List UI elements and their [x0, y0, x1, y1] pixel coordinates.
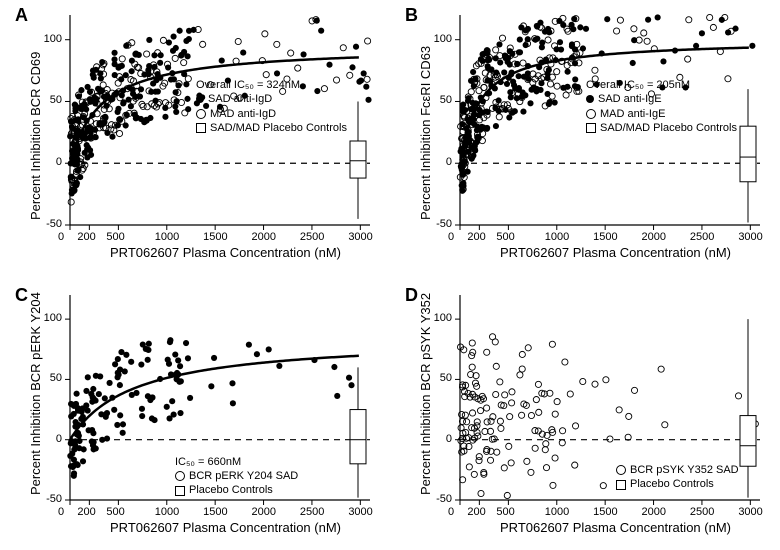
- y-tick-label: 50: [440, 372, 452, 384]
- legend-marker-icon: [616, 480, 626, 490]
- legend-text: BCR pSYK Y352 SAD: [630, 463, 739, 477]
- panel-label-D: D: [405, 285, 418, 306]
- data-point: [519, 351, 525, 357]
- data-point: [493, 391, 499, 397]
- data-point: [535, 381, 541, 387]
- data-point: [501, 465, 507, 471]
- data-point: [469, 364, 475, 370]
- x-tick-label: 2500: [690, 506, 714, 518]
- data-point: [543, 441, 549, 447]
- data-point: [497, 418, 503, 424]
- x-axis-label: PRT062607 Plasma Concentration (nM): [500, 520, 731, 535]
- data-point: [735, 393, 741, 399]
- y-tick-label: 100: [434, 312, 452, 324]
- data-point: [567, 391, 573, 397]
- data-point: [469, 340, 475, 346]
- data-point: [508, 460, 514, 466]
- data-point: [549, 341, 555, 347]
- data-point: [476, 454, 482, 460]
- data-point: [484, 349, 490, 355]
- data-point: [580, 378, 586, 384]
- y-axis-label: Percent Inhibition BCR pSYK Y352: [418, 293, 433, 495]
- data-point: [603, 377, 609, 383]
- x-tick-label: 3000: [738, 506, 762, 518]
- x-tick-label: 500: [496, 506, 514, 518]
- data-point: [607, 436, 613, 442]
- data-point: [507, 414, 513, 420]
- data-point: [543, 465, 549, 471]
- data-point: [631, 387, 637, 393]
- data-point: [469, 410, 475, 416]
- data-point: [517, 372, 523, 378]
- data-point: [533, 396, 539, 402]
- data-point: [477, 408, 483, 414]
- data-point: [478, 490, 484, 496]
- data-point: [552, 455, 558, 461]
- data-point: [519, 366, 525, 372]
- data-point: [484, 419, 490, 425]
- data-point: [502, 392, 508, 398]
- y-tick-label: 0: [446, 433, 452, 445]
- legend-marker-icon: [616, 465, 626, 475]
- data-point: [493, 363, 499, 369]
- placebo-boxplot: [740, 416, 756, 467]
- data-point: [494, 449, 500, 455]
- data-point: [471, 471, 477, 477]
- data-point: [509, 389, 515, 395]
- data-point: [504, 492, 510, 498]
- data-point: [616, 407, 622, 413]
- x-tick-label: 1500: [593, 506, 617, 518]
- x-tick-label: 2000: [642, 506, 666, 518]
- data-point: [626, 413, 632, 419]
- data-point: [550, 482, 556, 488]
- data-point: [458, 425, 464, 431]
- data-point: [600, 483, 606, 489]
- data-point: [572, 423, 578, 429]
- data-point: [488, 448, 494, 454]
- data-point: [466, 464, 472, 470]
- legend-row: BCR pSYK Y352 SAD: [616, 463, 739, 477]
- legend-text: Placebo Controls: [630, 477, 714, 491]
- data-point: [509, 400, 515, 406]
- data-point: [592, 381, 598, 387]
- data-point: [532, 445, 538, 451]
- data-point: [542, 447, 548, 453]
- data-point: [497, 379, 503, 385]
- data-point: [519, 412, 525, 418]
- x-tick-label: 200: [467, 506, 485, 518]
- data-point: [552, 411, 558, 417]
- data-point: [560, 428, 566, 434]
- data-point: [658, 366, 664, 372]
- x-tick-label: 0: [448, 506, 454, 518]
- data-point: [524, 458, 530, 464]
- legend-row: Placebo Controls: [616, 477, 739, 491]
- data-point: [572, 462, 578, 468]
- legend: BCR pSYK Y352 SADPlacebo Controls: [616, 463, 739, 492]
- y-tick-label: -50: [436, 493, 452, 505]
- data-point: [506, 443, 512, 449]
- x-tick-label: 1000: [545, 506, 569, 518]
- data-point: [554, 399, 560, 405]
- data-point: [525, 345, 531, 351]
- figure-container: 020050010001500200025003000-50050100APer…: [0, 0, 780, 550]
- data-point: [498, 425, 504, 431]
- data-point: [528, 469, 534, 475]
- data-point: [489, 334, 495, 340]
- data-point: [536, 409, 542, 415]
- data-point: [487, 457, 493, 463]
- data-point: [559, 440, 565, 446]
- data-point: [484, 405, 490, 411]
- data-point: [562, 359, 568, 365]
- data-point: [662, 422, 668, 428]
- data-point: [528, 412, 534, 418]
